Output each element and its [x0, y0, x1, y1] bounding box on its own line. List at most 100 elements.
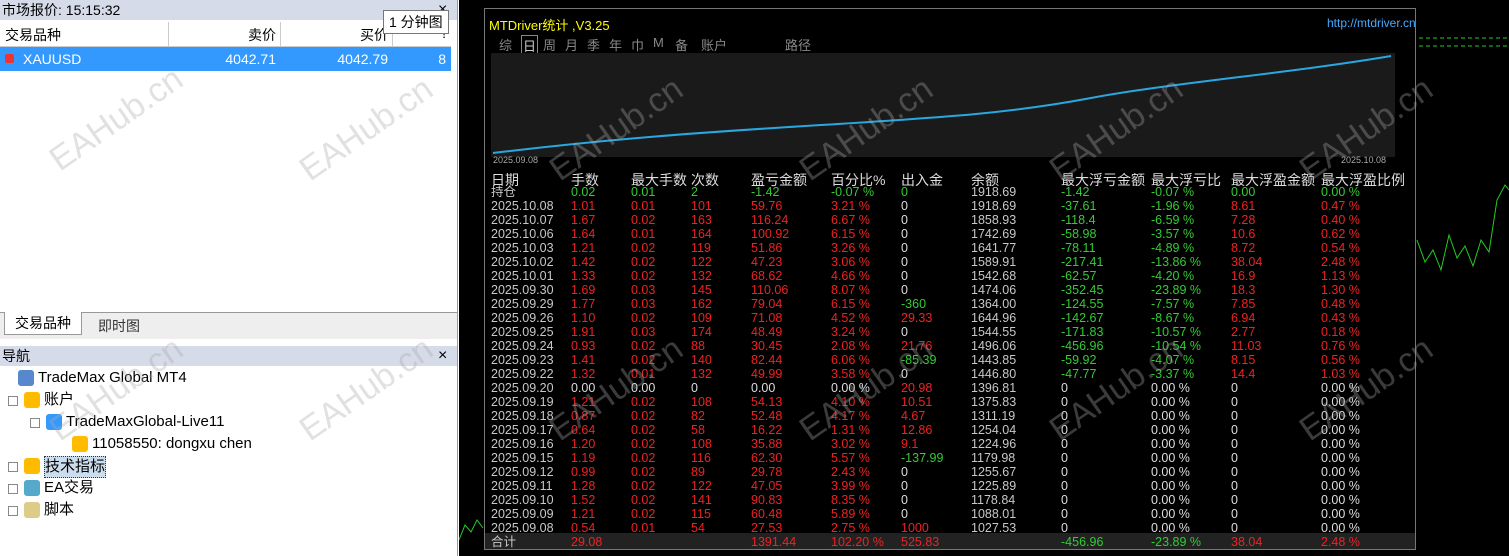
stats-tab[interactable]: M [653, 35, 664, 50]
tree-item[interactable]: 11058550: dongxu chen [92, 435, 252, 452]
stats-header: 最大浮亏金额 [1061, 172, 1145, 188]
stats-cell: 0 [1231, 395, 1238, 409]
stats-tab[interactable]: 周 [543, 38, 557, 53]
stats-cell: 0 [1061, 409, 1068, 423]
stats-cell: 8.15 [1231, 353, 1256, 367]
stats-cell: -10.57 % [1151, 325, 1202, 339]
stats-cell: 1641.77 [971, 241, 1017, 255]
stats-tab[interactable]: 综 [499, 38, 513, 53]
stats-cell: 1255.67 [971, 465, 1017, 479]
stats-cell: 0.43 % [1321, 311, 1360, 325]
chart-start: 2025.09.08 [493, 155, 539, 165]
symbol-row[interactable]: XAUUSD 4042.71 4042.79 8 [0, 47, 451, 71]
stats-cell: -6.59 % [1151, 213, 1195, 227]
stats-cell: -137.99 [901, 451, 944, 465]
stats-cell: 0.01 [631, 367, 656, 381]
stats-cell: 1375.83 [971, 395, 1017, 409]
tree-icon [18, 370, 34, 386]
watermark: EAHub.cn [792, 329, 940, 449]
watermark: EAHub.cn [542, 69, 690, 189]
stats-cell: 0.00 % [1151, 465, 1190, 479]
stats-cell: 0 [1231, 423, 1238, 437]
stats-cell: 109 [691, 311, 712, 325]
stats-cell: 2025.10.02 [491, 255, 554, 269]
stats-cell: 0 [1231, 381, 1238, 395]
stats-cell: -4.07 % [1151, 353, 1195, 367]
stats-cell: -85.39 [901, 353, 937, 367]
stats-cell: 0 [1061, 507, 1068, 521]
stats-url[interactable]: http://mtdriver.cn [1327, 16, 1416, 30]
stats-cell: 0.02 [631, 395, 656, 409]
stats-cell: 0.00 % [1151, 437, 1190, 451]
tree-icon [46, 414, 62, 430]
stats-cell: -3.57 % [1151, 227, 1195, 241]
stats-cell: 0 [1231, 409, 1238, 423]
stats-cell: 0.00 % [1321, 381, 1360, 395]
stats-tab[interactable]: 备 [675, 38, 689, 53]
stats-tab[interactable]: 巾 [631, 38, 645, 53]
watermark: EAHub.cn [1042, 329, 1190, 449]
stats-cell: 1.30 % [1321, 283, 1360, 297]
stats-cell: 3.21 % [831, 199, 870, 213]
stats-tab[interactable]: 年 [609, 38, 623, 53]
stats-cell: 0 [1061, 479, 1068, 493]
stats-tab[interactable]: 账户 [701, 38, 728, 53]
tree-item[interactable]: TradeMax Global MT4 [38, 369, 187, 386]
stats-cell: 1.32 [571, 367, 596, 381]
stats-header: 百分比% [831, 172, 886, 188]
stats-cell: 0.00 % [1321, 493, 1360, 507]
stats-cell: 0 [1231, 493, 1238, 507]
stats-cell: 0.01 [631, 227, 656, 241]
stats-cell: 1742.69 [971, 227, 1017, 241]
stats-cell: 108 [691, 437, 712, 451]
close-button[interactable]: × [438, 0, 447, 20]
stats-cell: 0 [901, 479, 908, 493]
stats-cell: 1.21 [571, 395, 596, 409]
stats-cell: 0 [1061, 395, 1068, 409]
tree-item[interactable]: EA交易 [44, 479, 95, 496]
total-cell: -23.89 % [1151, 535, 1202, 549]
stats-cell: 2.48 % [1321, 255, 1360, 269]
tree-item[interactable]: TradeMaxGlobal-Live11 [66, 413, 225, 430]
stats-cell: 100.92 [751, 227, 790, 241]
stats-cell: 16.9 [1231, 269, 1256, 283]
stats-tab[interactable]: 季 [587, 38, 601, 53]
market-watch-bar: 市场报价: 15:15:32 × [0, 0, 457, 20]
stats-cell: 16.22 [751, 423, 783, 437]
stats-cell: 2025.09.23 [491, 353, 554, 367]
stats-cell: 116 [691, 451, 711, 465]
stats-cell: -23.89 % [1151, 283, 1202, 297]
stats-cell: 3.02 % [831, 437, 870, 451]
stats-cell: 0 [1231, 451, 1238, 465]
total-cell: -456.96 [1061, 535, 1104, 549]
stats-cell: 0 [901, 493, 908, 507]
stats-cell: 30.45 [751, 339, 783, 353]
tree-item[interactable]: 技术指标 [44, 456, 107, 478]
stats-table: 日期 手数 最大手数 次数 盈亏金额 百分比% 出入金 余额 最大浮亏金额 最大浮亏比 最大浮盈金额… [485, 9, 1415, 549]
stats-cell: 2025.09.16 [491, 437, 554, 451]
stats-cell: 0.54 [571, 521, 596, 535]
stats-cell: 0.01 [631, 199, 656, 213]
stats-cell: 0.00 % [1151, 381, 1190, 395]
stats-cell: 3.58 % [831, 367, 870, 381]
tab[interactable]: 即时图 [98, 318, 140, 334]
stats-cell: 0.02 [571, 185, 596, 199]
stats-cell: 0.00 % [1321, 185, 1360, 199]
stats-cell: 0.02 [631, 493, 656, 507]
tab[interactable]: 交易品种 [4, 312, 82, 335]
stats-tabs: 综日周月季年巾 M 备账户 路径 [495, 35, 1395, 56]
tree-item[interactable]: 脚本 [44, 501, 75, 518]
stats-cell: 0.00 % [1321, 521, 1360, 535]
stats-cell: 0 [901, 507, 908, 521]
stats-tab[interactable]: 月 [565, 38, 579, 53]
stats-cell: 51.86 [751, 241, 783, 255]
stats-cell: 164 [691, 227, 712, 241]
stats-cell: 0 [901, 185, 908, 199]
stats-cell: 2025.09.30 [491, 283, 554, 297]
close-button[interactable]: × [438, 347, 448, 364]
stats-tab[interactable]: 路径 [785, 38, 812, 53]
stats-cell: 2025.10.01 [491, 269, 554, 283]
tree-item[interactable]: 账户 [44, 391, 75, 408]
stats-header: 最大浮亏比 [1151, 172, 1221, 188]
